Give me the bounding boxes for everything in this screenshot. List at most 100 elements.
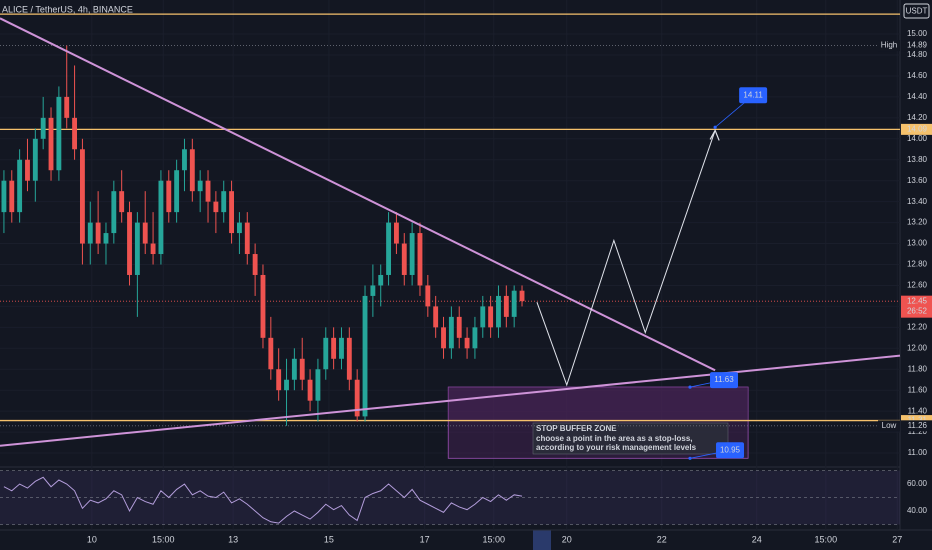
marker-name-box — [878, 40, 900, 52]
countdown: 26:52 — [907, 306, 928, 315]
projection-path — [536, 130, 716, 387]
candle-body — [87, 222, 93, 244]
candle-body — [103, 233, 109, 244]
y-tick-label: 12.80 — [907, 260, 928, 269]
candle-body — [48, 117, 54, 171]
candle-body — [64, 96, 70, 118]
candle-body — [236, 222, 242, 234]
x-tick-label: 15:00 — [482, 534, 505, 544]
candle-body — [496, 295, 501, 328]
x-tick-label: 15 — [324, 534, 334, 544]
candle-body — [79, 149, 85, 244]
candle-body — [386, 222, 392, 275]
callout-dot — [688, 456, 692, 460]
y-tick-label: 11.60 — [908, 385, 928, 394]
y-tick-label: 13.40 — [907, 197, 928, 206]
callout-label: 14.11 — [743, 90, 763, 99]
x-tick-label: 13 — [228, 534, 238, 544]
candle-body — [339, 337, 344, 359]
x-tick-label: 17 — [420, 534, 430, 544]
candle-body — [32, 138, 38, 181]
candle-body — [127, 212, 132, 275]
price-marker-label: 11.26 — [908, 421, 928, 430]
x-tick-label: 20 — [562, 534, 572, 544]
x-tick-label: 24 — [752, 534, 762, 544]
candle-body — [158, 180, 164, 255]
candle-body — [370, 285, 376, 296]
candle-body — [276, 369, 282, 391]
candle-body — [17, 159, 23, 213]
candle-body — [315, 369, 321, 401]
candle-body — [393, 222, 399, 244]
candle-body — [56, 96, 62, 171]
y-tick-label: 12.60 — [907, 281, 928, 290]
time-cursor — [533, 530, 551, 550]
candle-body — [464, 337, 470, 349]
candle-body — [244, 222, 250, 255]
price-marker-label: 12.45 — [907, 296, 928, 305]
candle-body — [433, 306, 439, 328]
candle-body — [519, 290, 525, 302]
candle-body — [284, 379, 289, 391]
x-tick-label: 27 — [892, 534, 902, 544]
candle-body — [480, 306, 486, 328]
y-tick-label: 12.20 — [907, 322, 928, 331]
candle-body — [9, 180, 15, 213]
candle-body — [25, 159, 30, 181]
callout-label: 10.95 — [720, 445, 741, 454]
candle-body — [166, 180, 172, 213]
currency: USDT — [906, 7, 928, 16]
price-marker — [901, 40, 932, 52]
x-tick-label: 15:00 — [815, 534, 838, 544]
candle-body — [299, 358, 305, 380]
price-marker — [901, 420, 932, 432]
price-marker-label: 14.09 — [907, 124, 928, 133]
candle-body — [221, 191, 227, 213]
candle-body — [362, 295, 368, 417]
candle-body — [472, 327, 478, 349]
candle-body — [252, 254, 258, 275]
callout-box — [710, 372, 739, 389]
candle-body — [448, 316, 454, 349]
candle-body — [40, 117, 46, 139]
y-tick-label: 14.00 — [907, 134, 928, 143]
candle-body — [142, 222, 148, 244]
candle-body — [260, 274, 266, 338]
candle-body — [182, 149, 187, 171]
callout-label: 11.63 — [714, 375, 734, 384]
zone-text: according to your risk management levels — [536, 443, 697, 452]
y-tick-label: 13.80 — [907, 155, 928, 164]
candle-body — [441, 327, 446, 349]
y-tick-label: 13.00 — [907, 239, 928, 248]
x-tick-label: 15:00 — [152, 534, 175, 544]
y-tick-label: 15.00 — [907, 29, 928, 38]
y-tick-label: 13.20 — [907, 218, 928, 227]
candle-body — [197, 180, 203, 192]
y-tick-label: 11.20 — [908, 427, 928, 436]
candle-body — [456, 316, 462, 338]
trendline — [0, 354, 901, 447]
candle-body — [354, 379, 360, 417]
candle-body — [229, 191, 235, 234]
candle-body — [417, 233, 423, 286]
price-marker — [901, 123, 932, 135]
candle-body — [323, 337, 329, 370]
candle-body — [268, 337, 274, 370]
candle-body — [95, 222, 101, 244]
marker-name: Low — [882, 421, 897, 430]
callout-dot — [713, 125, 717, 129]
candle-body — [346, 337, 352, 380]
candle-body — [72, 117, 78, 150]
candle-body — [331, 337, 337, 359]
candle-body — [174, 170, 180, 213]
candle-body — [378, 274, 384, 286]
y-tick-label: 12.00 — [907, 343, 928, 352]
y-tick-label: 14.40 — [907, 92, 928, 101]
projection-arrow — [709, 129, 720, 141]
callout-box — [716, 442, 745, 459]
rsi-line — [3, 476, 523, 524]
price-marker-label: 11.31 — [908, 416, 928, 425]
y-tick-label: 14.20 — [907, 113, 928, 122]
y-tick-label: 11.80 — [908, 364, 928, 373]
